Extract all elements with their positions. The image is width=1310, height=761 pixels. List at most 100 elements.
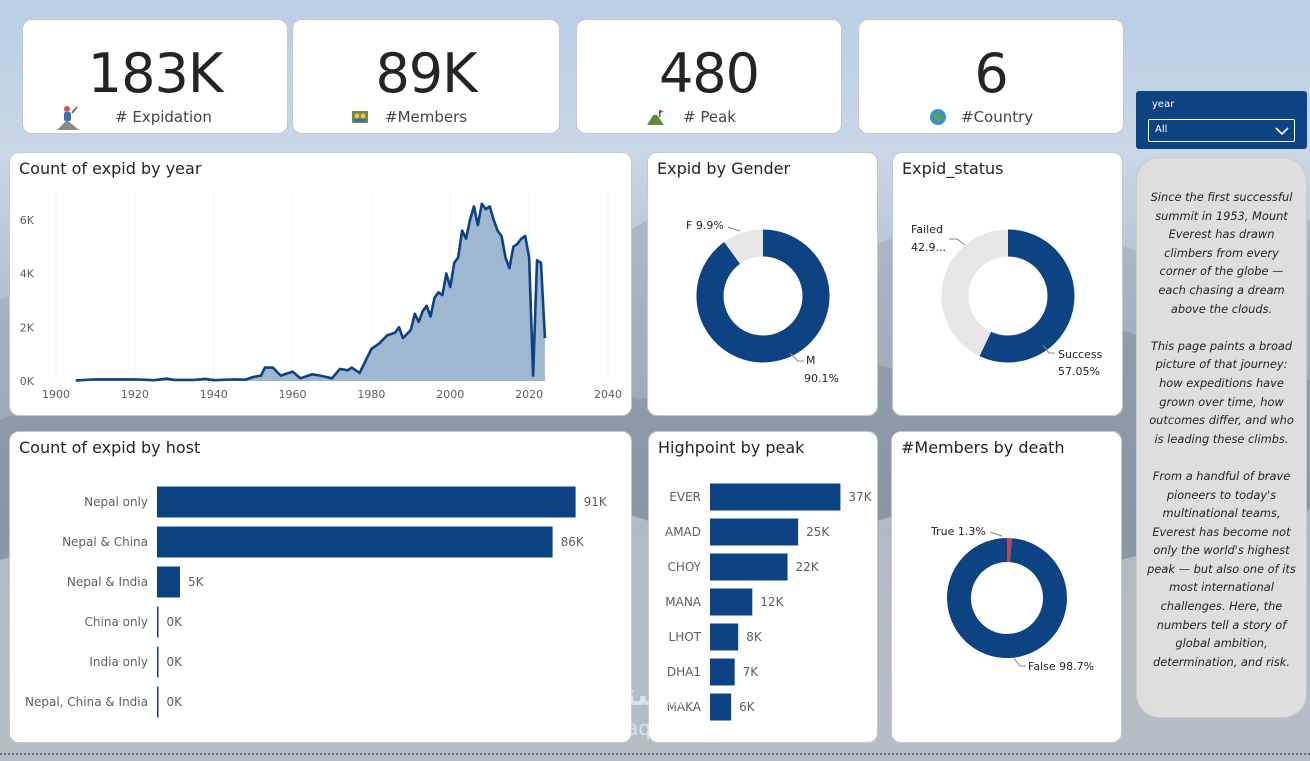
climber-icon — [55, 104, 81, 133]
peak-chart-card: Highpoint by peak EVER 37K AMAD 25K CHOY 22K M… — [648, 431, 878, 743]
bar — [157, 646, 159, 678]
x-tick-label: 2020 — [515, 388, 543, 401]
bar — [157, 606, 159, 638]
watermark-site: mostaql.com — [576, 716, 706, 740]
bar — [710, 658, 735, 686]
category-label: Nepal & India — [67, 575, 148, 589]
data-label: 42.9... — [911, 241, 946, 254]
leader-line — [1013, 657, 1026, 667]
category-label: Nepal, China & India — [25, 695, 148, 709]
death-chart-card: #Members by death True 1.3% False 98.7% — [891, 431, 1122, 743]
chart-title: Count of expid by host — [19, 438, 201, 457]
y-tick-label: 0K — [20, 375, 35, 388]
x-tick-label: 2040 — [594, 388, 622, 401]
slicer-label: year — [1152, 99, 1175, 110]
slicer-value: All — [1155, 124, 1168, 135]
x-tick-label: 1980 — [357, 388, 385, 401]
kpi-card-members: 89K #Members — [292, 19, 560, 134]
leader-line — [989, 531, 1003, 537]
data-label: 57.05% — [1058, 365, 1100, 378]
bar — [710, 588, 753, 616]
kpi-label: # Peak — [683, 108, 736, 126]
status-donut-chart: Failed 42.9... Success 57.05% — [911, 223, 1103, 378]
host-chart-card: Count of expid by host Nepal only 91K Nepa… — [9, 431, 632, 743]
area-fill — [75, 203, 545, 381]
data-label: M — [806, 354, 816, 367]
leader-line — [789, 352, 804, 362]
category-label: LHOT — [669, 630, 702, 644]
donut-slice — [941, 229, 1009, 357]
value-label: 25K — [806, 525, 830, 539]
data-label: Failed — [911, 223, 943, 236]
bar — [710, 553, 788, 581]
kpi-label: #Members — [385, 108, 468, 126]
value-label: 0K — [167, 695, 184, 709]
kpi-value: 89K — [375, 42, 477, 105]
value-label: 12K — [760, 595, 784, 609]
value-label: 7K — [743, 665, 760, 679]
data-label: Success — [1058, 348, 1103, 361]
x-tick-label: 2000 — [436, 388, 464, 401]
bar — [157, 686, 159, 718]
kpi-label: # Expidation — [115, 108, 212, 126]
leader-line — [1042, 344, 1055, 354]
watermark-logo: مستقل — [576, 678, 686, 713]
value-label: 0K — [167, 615, 184, 629]
mountain-icon — [647, 108, 665, 130]
x-tick-label: 1940 — [200, 388, 228, 401]
year-area-chart: 1900 1920 1940 1960 1980 2000 2020 2040 0K 2K 4K 6K — [20, 193, 622, 401]
series-line — [75, 202, 547, 382]
host-bar-chart: Nepal only 91K Nepal & China 86K Nepal & Ind… — [25, 486, 608, 718]
kpi-card-expeditions: 183K # Expidation — [22, 19, 288, 134]
data-label: 90.1% — [804, 372, 839, 385]
death-donut-chart: True 1.3% False 98.7% — [930, 525, 1094, 673]
bar — [710, 693, 732, 721]
narrative-paragraph: Since the first successful summit in 195… — [1150, 190, 1293, 316]
year-slicer: year All — [1136, 91, 1307, 149]
donut-slice — [979, 229, 1075, 363]
narrative-paragraph: From a handful of brave pioneers to toda… — [1147, 468, 1296, 669]
value-label: 91K — [584, 495, 608, 509]
gender-chart-card: Expid by Gender F 9.9% M 90.1% — [647, 152, 878, 416]
value-label: 86K — [561, 535, 585, 549]
chart-title: Count of expid by year — [19, 159, 202, 178]
donut-slice — [696, 229, 830, 363]
leader-line — [949, 238, 966, 246]
category-label: AMAD — [665, 525, 701, 539]
year-dropdown[interactable]: All — [1148, 119, 1295, 142]
year-chart-card: Count of expid by year 1900 1920 1940 1960 1… — [9, 152, 632, 416]
y-tick-label: 4K — [20, 268, 35, 281]
bar — [710, 518, 799, 546]
bar — [710, 483, 841, 511]
x-tick-label: 1920 — [121, 388, 149, 401]
category-label: China only — [85, 615, 148, 629]
kpi-value: 183K — [87, 42, 223, 105]
data-label: F 9.9% — [686, 219, 724, 232]
value-label: 8K — [746, 630, 763, 644]
bar — [157, 486, 576, 518]
value-label: 6K — [739, 700, 756, 714]
value-label: 5K — [188, 575, 205, 589]
chart-title: Expid_status — [902, 159, 1004, 178]
value-label: 0K — [167, 655, 184, 669]
y-tick-label: 6K — [20, 214, 35, 227]
peak-bar-chart: EVER 37K AMAD 25K CHOY 22K MANA 12K LHOT 8K DHA1 7K… — [665, 483, 873, 721]
x-tick-label: 1960 — [279, 388, 307, 401]
donut-slice — [947, 538, 1067, 658]
bar — [710, 623, 739, 651]
donut-slice — [724, 229, 764, 265]
kpi-label: #Country — [961, 108, 1034, 126]
kpi-value: 6 — [974, 42, 1008, 105]
value-label: 22K — [796, 560, 820, 574]
x-tick-label: 1900 — [42, 388, 70, 401]
chart-title: #Members by death — [901, 438, 1065, 457]
kpi-value: 480 — [658, 42, 760, 105]
leader-line — [727, 226, 741, 232]
page-divider — [0, 753, 1310, 757]
y-tick-label: 2K — [20, 321, 35, 334]
category-label: MANA — [665, 595, 702, 609]
status-chart-card: Expid_status Failed 42.9... Success 57.05% — [892, 152, 1123, 416]
bar — [157, 566, 180, 598]
value-label: 37K — [848, 490, 872, 504]
kpi-card-peaks: 480 # Peak — [576, 19, 842, 134]
